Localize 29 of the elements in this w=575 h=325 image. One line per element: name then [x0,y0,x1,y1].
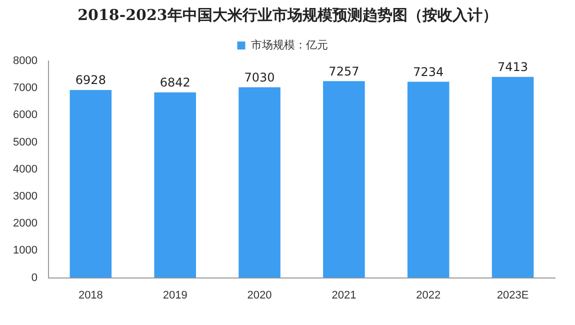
y-tick-label: 4000 [12,163,38,176]
y-tick-label: 3000 [12,190,38,203]
legend-label: 市场规模：亿元 [250,38,328,52]
y-tick-label: 5000 [12,136,38,148]
y-tick-label: 7000 [12,82,38,94]
chart-title: 2018-2023年中国大米行业市场规模预测趋势图（按收入计） [76,5,498,26]
x-tick-label: 2021 [332,289,356,302]
data-label: 7257 [328,64,360,78]
bar [492,76,534,278]
bar [154,92,196,278]
y-tick-label: 0 [31,272,38,284]
x-tick-label: 2019 [162,289,188,302]
y-tick-label: 6000 [12,109,38,122]
y-tick-label: 8000 [12,55,38,68]
data-label: 7413 [498,60,528,74]
bar [70,90,112,278]
bar [323,81,365,278]
data-label: 7030 [244,70,275,84]
data-label: 6842 [160,76,190,90]
x-tick-label: 2022 [416,289,441,302]
y-tick-label: 1000 [12,244,38,257]
x-tick-label: 2023E [496,289,529,302]
data-label: 6928 [75,73,106,88]
data-label: 7234 [413,64,444,79]
bar [407,82,450,278]
x-tick-label: 2018 [78,289,103,302]
bar [238,87,280,278]
x-tick-label: 2020 [247,289,272,302]
y-tick-label: 2000 [12,218,38,230]
